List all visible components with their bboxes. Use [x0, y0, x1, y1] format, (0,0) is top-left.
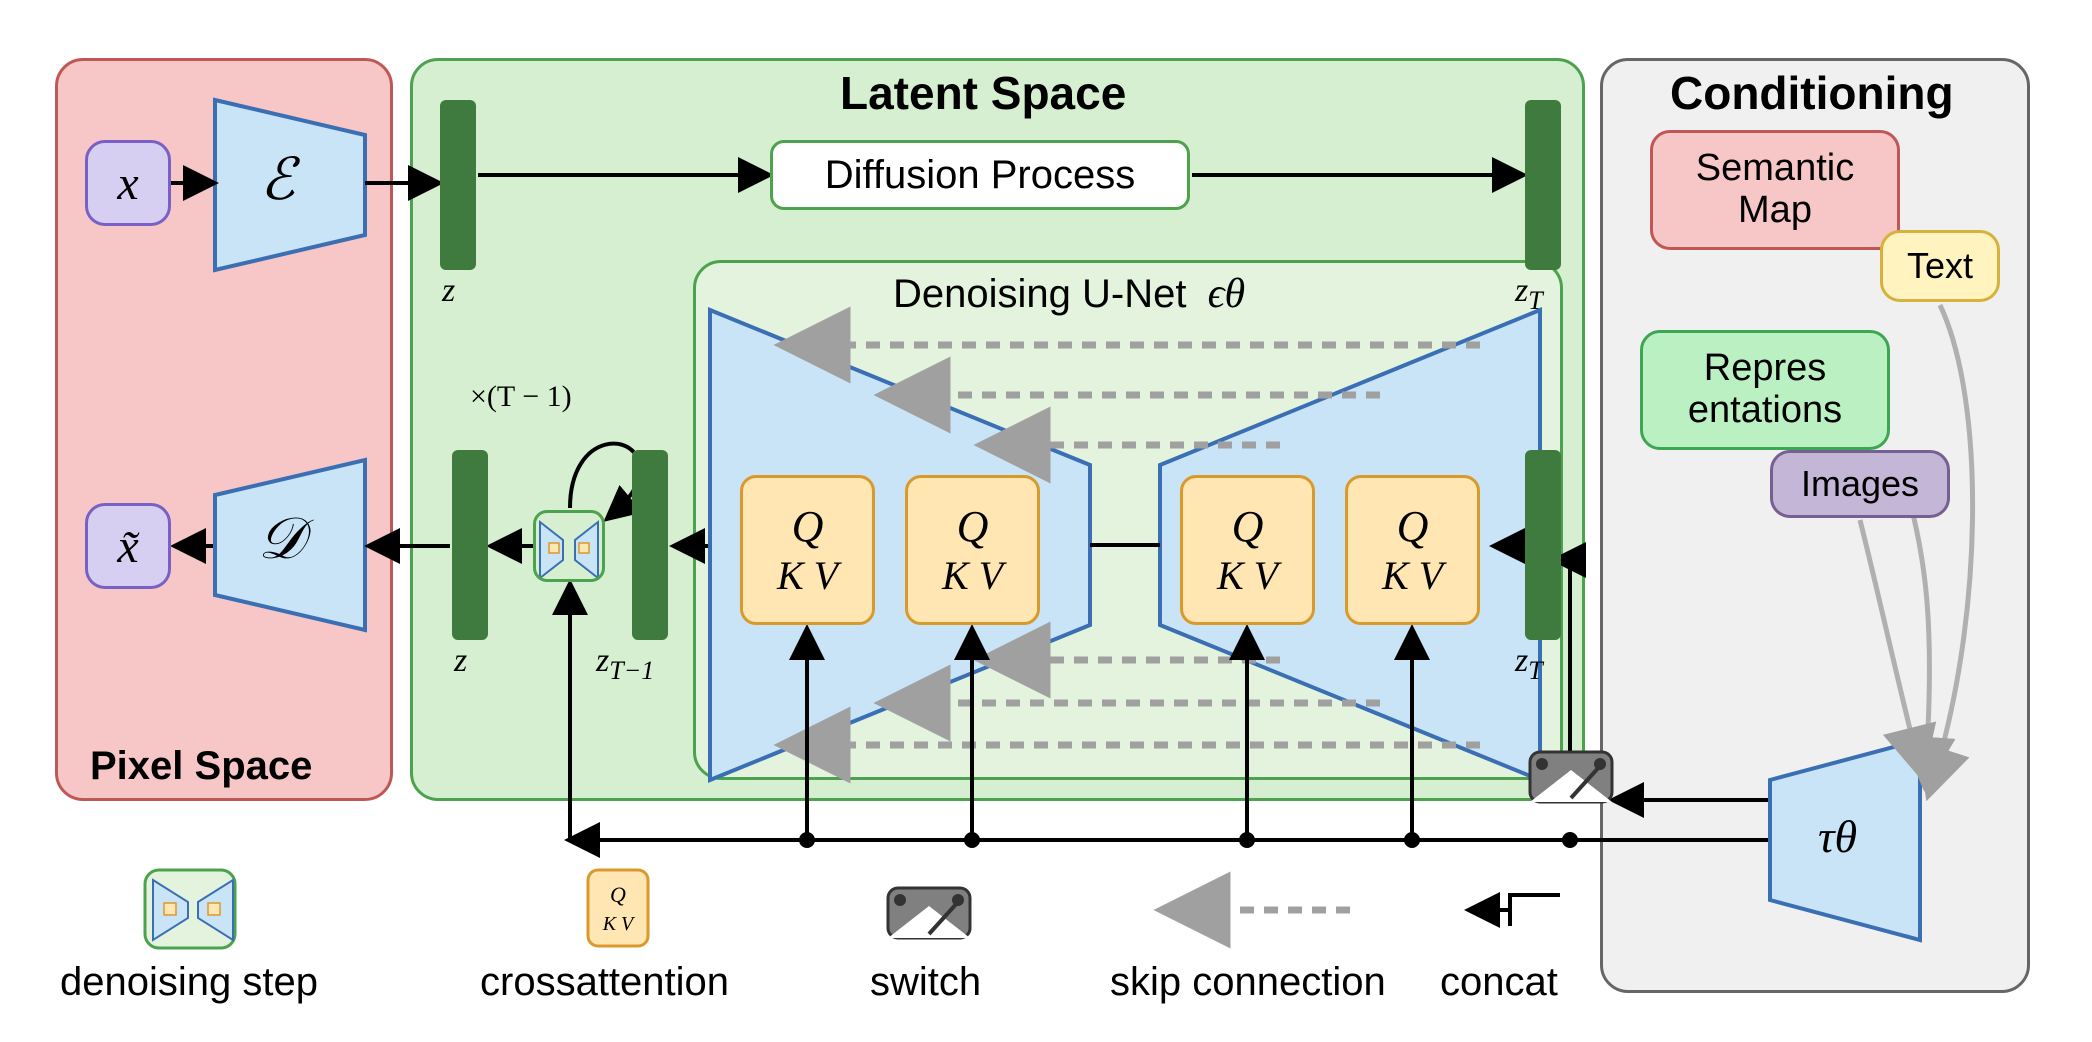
- diffusion-process-box: Diffusion Process: [770, 140, 1190, 210]
- bar-zT-top-label: zT: [1515, 272, 1543, 316]
- legend-crossattn-label: crossattention: [480, 960, 729, 1005]
- bar-zT-bot: [1525, 450, 1561, 640]
- node-x-tilde-label: x̃: [117, 519, 138, 574]
- unet-epsilon: ϵθ: [1208, 271, 1246, 317]
- attn-box-1: Q K V: [905, 475, 1040, 625]
- node-x-tilde: x̃: [85, 503, 171, 589]
- encoder-label: ℰ: [260, 145, 295, 213]
- mini-unet-box: [533, 510, 605, 582]
- tau-label: τθ: [1818, 810, 1857, 863]
- cond-repres-l2: entations: [1688, 390, 1842, 432]
- conditioning-title: Conditioning: [1670, 66, 1954, 120]
- attn-kv-0: K V: [777, 552, 838, 599]
- bar-zTm1: [632, 450, 668, 640]
- attn-kv-3: K V: [1382, 552, 1443, 599]
- latent-space-title: Latent Space: [840, 66, 1126, 120]
- legend-denoise-icon: [145, 870, 235, 948]
- cond-semantic-l1: Semantic: [1696, 148, 1854, 190]
- diagram-root: Pixel Space Latent Space Conditioning De…: [0, 0, 2092, 1042]
- loop-label: ×(T − 1): [470, 380, 572, 414]
- attn-q-2: Q: [1232, 501, 1264, 552]
- bar-z-top-label: z: [442, 272, 455, 310]
- cond-repres-l1: Repres: [1704, 348, 1827, 390]
- svg-text:Q: Q: [610, 882, 626, 907]
- decoder-label: 𝒟: [258, 505, 304, 573]
- attn-kv-2: K V: [1217, 552, 1278, 599]
- cond-text-label: Text: [1907, 245, 1973, 287]
- legend-switch-label: switch: [870, 960, 981, 1005]
- cond-text: Text: [1880, 230, 2000, 302]
- legend-concat-label: concat: [1440, 960, 1558, 1005]
- pixel-space-title: Pixel Space: [90, 744, 312, 789]
- unet-title: Denoising U-Net ϵθ: [893, 270, 1245, 318]
- cond-semantic-l2: Map: [1738, 190, 1812, 232]
- bar-z-bot-label: z: [454, 642, 467, 680]
- diffusion-process-label: Diffusion Process: [825, 153, 1136, 198]
- legend-denoise-label: denoising step: [60, 960, 318, 1005]
- bar-z-top: [440, 100, 476, 270]
- attn-box-2: Q K V: [1180, 475, 1315, 625]
- cond-repres: Repres entations: [1640, 330, 1890, 450]
- attn-q-1: Q: [957, 501, 989, 552]
- legend-crossattn-icon: Q K V: [588, 870, 648, 946]
- attn-box-3: Q K V: [1345, 475, 1480, 625]
- cond-images: Images: [1770, 450, 1950, 518]
- bar-zTm1-label: zT−1: [596, 642, 654, 686]
- bar-zT-bot-label: zT: [1515, 642, 1543, 686]
- cond-images-label: Images: [1801, 463, 1919, 505]
- attn-kv-1: K V: [942, 552, 1003, 599]
- unet-title-text: Denoising U-Net: [893, 272, 1186, 316]
- node-x: x: [85, 140, 171, 226]
- attn-q-0: Q: [792, 501, 824, 552]
- attn-box-0: Q K V: [740, 475, 875, 625]
- cond-semantic: Semantic Map: [1650, 130, 1900, 250]
- legend-concat-icon: [1470, 895, 1560, 926]
- legend-skip-label: skip connection: [1110, 960, 1386, 1005]
- attn-q-3: Q: [1397, 501, 1429, 552]
- node-x-label: x: [117, 156, 138, 211]
- bar-zT-top: [1525, 100, 1561, 270]
- bar-z-bot: [452, 450, 488, 640]
- svg-text:K V: K V: [602, 913, 636, 935]
- legend-switch-icon: [888, 888, 970, 938]
